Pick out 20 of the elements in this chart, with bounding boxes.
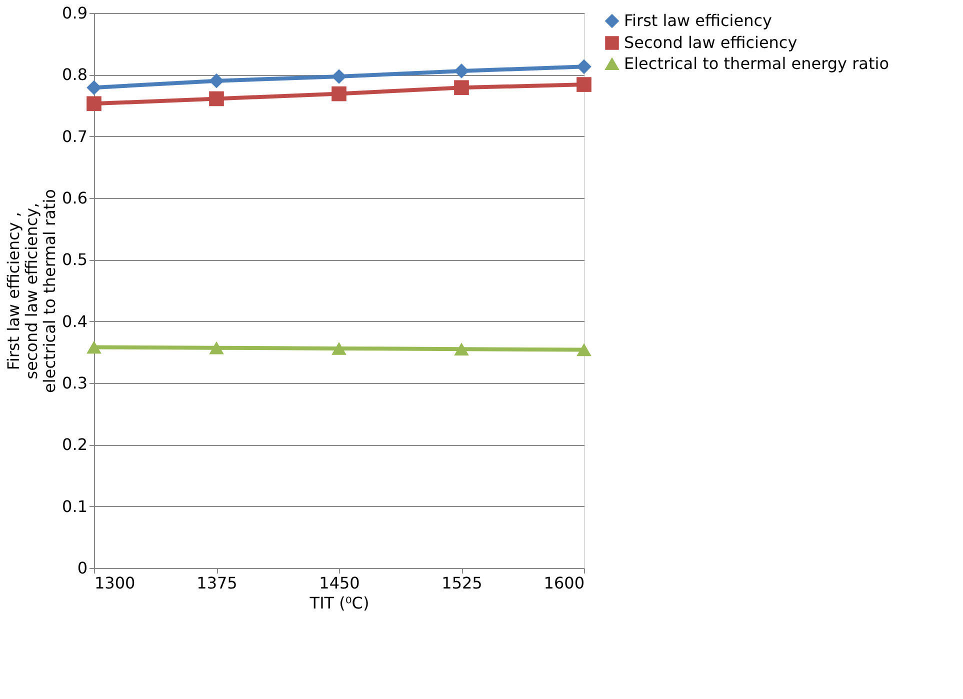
y-tick-label: 0.7 — [62, 126, 88, 146]
y-tick-label: 0.1 — [62, 496, 88, 516]
x-tick-label: 1450 — [319, 574, 360, 592]
y-tick-label: 0 — [77, 558, 88, 578]
legend-label: First law efficiency — [624, 11, 772, 30]
legend-label: Second law efficiency — [624, 33, 798, 52]
y-tick-label: 0.4 — [62, 312, 88, 331]
y-tick-label: 0.6 — [62, 188, 88, 208]
legend-label: Electrical to thermal energy ratio — [624, 54, 889, 73]
x-axis-title: TIT (⁰C) — [308, 594, 370, 612]
x-tick-label: 1525 — [442, 574, 482, 592]
x-tick-label: 1600 — [544, 574, 584, 592]
y-tick-label: 0.5 — [62, 250, 88, 270]
y-tick-label: 0.9 — [62, 4, 88, 22]
y-tick-label: 0.8 — [62, 65, 88, 84]
y-tick-label: 0.2 — [62, 435, 88, 454]
y-tick-label: 0.3 — [62, 374, 88, 392]
x-tick-label: 1375 — [196, 574, 238, 592]
x-tick-label: 1300 — [94, 574, 136, 592]
y-axis-title: First law efficiency , second law efficiency, electrical to thermal ratio — [4, 189, 60, 393]
